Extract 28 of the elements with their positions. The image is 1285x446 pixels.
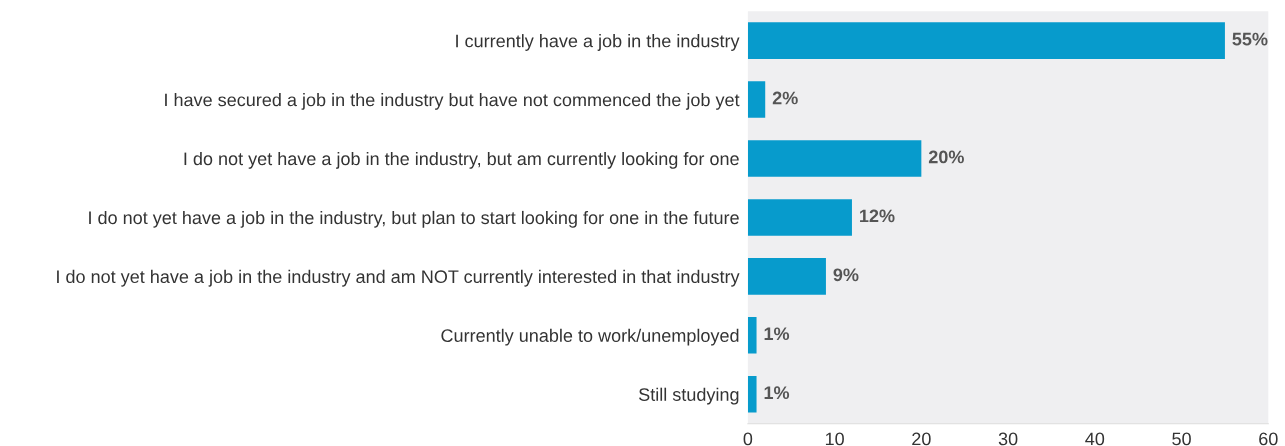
y-tick-label: Currently unable to work/unemployed (441, 328, 739, 346)
x-tick-label: 60 (1259, 432, 1278, 446)
data-label: 1% (764, 386, 790, 400)
y-tick-label: I currently have a job in the industry (456, 34, 740, 51)
bar (747, 22, 1225, 59)
y-tick-label: I do not yet have a job in the industry, but am currently looking for one (184, 151, 739, 169)
bar (747, 375, 757, 413)
bar (747, 199, 852, 236)
x-tick-label: 0 (743, 432, 753, 446)
x-tick-label: 30 (998, 432, 1018, 446)
bar (747, 317, 757, 354)
data-label: 9% (833, 268, 859, 282)
bar (747, 81, 766, 118)
x-tick-label: 50 (1172, 432, 1191, 446)
data-label: 12% (860, 209, 895, 223)
data-label: 55% (1232, 32, 1268, 46)
y-tick-label: I do not yet have a job in the industry, but plan to start looking for one in the future (89, 210, 739, 228)
y-tick-label: Still studying (639, 387, 739, 405)
bar (747, 140, 922, 177)
x-tick-label: 10 (825, 432, 844, 446)
x-tick-label: 20 (912, 432, 931, 446)
y-tick-label: I have secured a job in the industry but have not commenced the job yet (165, 93, 740, 110)
data-label: 2% (772, 91, 798, 105)
data-label: 20% (928, 150, 964, 164)
bar (747, 258, 826, 295)
data-label: 1% (764, 327, 790, 341)
y-tick-label: I do not yet have a job in the industry and am NOT currently interested in that industry (57, 269, 740, 287)
x-tick-label: 40 (1085, 432, 1105, 446)
